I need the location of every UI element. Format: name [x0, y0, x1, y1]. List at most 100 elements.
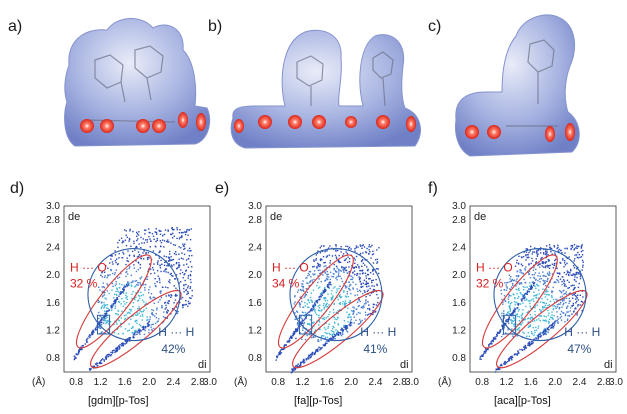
scatter-point	[535, 258, 537, 260]
scatter-point	[105, 265, 107, 267]
scatter-point	[546, 249, 548, 251]
scatter-point	[184, 273, 186, 275]
scatter-point	[507, 329, 509, 331]
scatter-point	[292, 332, 295, 335]
scatter-point	[558, 272, 561, 274]
scatter-point	[159, 230, 161, 232]
scatter-point	[165, 307, 167, 309]
scatter-point	[115, 347, 117, 349]
scatter-point	[572, 302, 575, 305]
scatter-point	[328, 340, 330, 343]
scatter-point	[342, 330, 344, 332]
scatter-point	[180, 281, 182, 283]
scatter-point	[121, 291, 124, 293]
x-axis-title: di	[198, 359, 207, 371]
scatter-point	[302, 306, 304, 308]
scatter-point	[547, 258, 549, 261]
scatter-point	[520, 256, 523, 258]
scatter-point	[288, 339, 291, 341]
scatter-point	[188, 302, 191, 305]
scatter-point	[553, 262, 556, 265]
scatter-point	[153, 238, 155, 241]
scatter-point	[495, 333, 498, 336]
scatter-point	[525, 259, 527, 261]
scatter-point	[188, 302, 190, 305]
scatter-point	[157, 263, 159, 265]
scatter-point	[494, 336, 496, 338]
scatter-point	[299, 317, 301, 319]
scatter-point	[312, 289, 315, 291]
scatter-point	[134, 298, 136, 301]
scatter-point	[360, 245, 362, 247]
scatter-point	[566, 257, 569, 260]
scatter-point	[366, 314, 369, 316]
scatter-point	[352, 266, 354, 269]
scatter-point	[301, 317, 303, 320]
scatter-point	[98, 327, 101, 329]
scatter-point	[129, 308, 131, 311]
scatter-point	[151, 328, 153, 331]
scatter-point	[167, 302, 170, 305]
scatter-point	[572, 289, 575, 291]
scatter-point	[111, 303, 113, 306]
scatter-point	[367, 307, 369, 310]
scatter-point	[359, 269, 361, 272]
scatter-point	[557, 299, 559, 301]
scatter-point	[328, 247, 330, 249]
scatter-point	[573, 294, 575, 296]
h-o-region-upper	[75, 254, 152, 349]
scatter-point	[309, 280, 312, 282]
scatter-point	[324, 271, 326, 273]
scatter-point	[138, 254, 141, 256]
red-contact-spots	[234, 115, 416, 133]
scatter-point	[328, 282, 330, 284]
scatter-point	[116, 348, 118, 351]
scatter-point	[507, 311, 509, 313]
scatter-point	[142, 252, 144, 254]
scatter-point	[128, 329, 130, 332]
scatter-point	[142, 284, 144, 286]
scatter-point	[117, 346, 119, 349]
scatter-point	[513, 307, 516, 309]
scatter-point	[528, 341, 531, 344]
scatter-point	[501, 312, 503, 315]
scatter-point	[525, 305, 527, 308]
scatter-point	[98, 323, 101, 325]
scatter-point	[314, 306, 316, 308]
scatter-point	[279, 349, 282, 351]
scatter-point	[318, 263, 320, 266]
scatter-point	[126, 312, 129, 314]
scatter-point	[343, 291, 345, 293]
scatter-point	[543, 280, 545, 282]
scatter-point	[509, 302, 512, 305]
scatter-point	[574, 292, 577, 295]
scatter-point	[341, 303, 344, 305]
scatter-point	[333, 268, 335, 271]
scatter-point	[537, 280, 539, 282]
scatter-point	[314, 353, 316, 355]
scatter-point	[567, 287, 569, 289]
scatter-point	[537, 275, 539, 277]
scatter-point	[362, 244, 365, 246]
scatter-point	[317, 350, 319, 353]
scatter-point	[366, 282, 369, 284]
scatter-point	[335, 311, 338, 314]
scatter-point	[278, 352, 280, 354]
scatter-point	[580, 250, 583, 253]
scatter-point	[544, 304, 547, 307]
y-tick-label: 1.2	[46, 326, 60, 337]
scatter-point	[575, 268, 578, 270]
scatter-point	[360, 283, 362, 285]
scatter-point	[500, 363, 502, 366]
scatter-point	[347, 316, 350, 319]
scatter-point	[523, 297, 525, 300]
scatter-point	[556, 272, 559, 274]
scatter-point	[122, 240, 124, 242]
scatter-point	[497, 367, 499, 370]
scatter-point	[137, 294, 140, 297]
scatter-point	[523, 294, 526, 296]
scatter-point	[525, 254, 527, 256]
scatter-point	[576, 314, 578, 316]
scatter-point	[324, 279, 327, 282]
scatter-point	[307, 306, 309, 309]
